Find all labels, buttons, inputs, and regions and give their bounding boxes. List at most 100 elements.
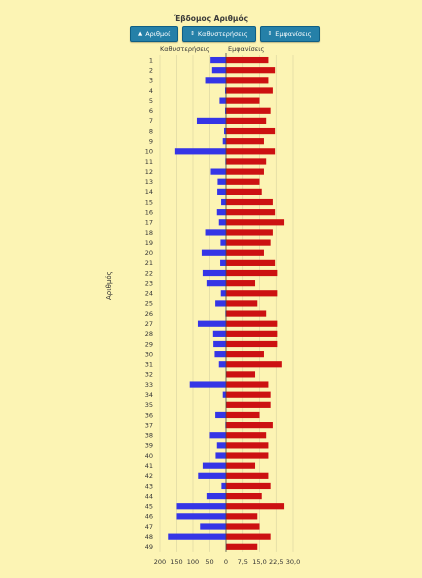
delay-bar <box>221 482 226 490</box>
category-label: 28 <box>145 330 153 338</box>
appearance-bar <box>226 391 271 398</box>
sort-by-delays-button[interactable]: ⇕ Καθυστερήσεις <box>182 26 256 42</box>
appearance-bar <box>226 280 256 287</box>
category-label: 21 <box>145 259 153 267</box>
appearance-bar <box>226 269 278 277</box>
delay-bar <box>214 351 226 358</box>
appearance-bar <box>226 300 258 307</box>
category-label: 7 <box>149 117 153 125</box>
category-label: 43 <box>145 482 153 490</box>
category-label: 40 <box>145 452 153 460</box>
appearance-bar <box>226 401 271 408</box>
delay-bar <box>189 381 226 388</box>
category-label: 11 <box>145 158 153 166</box>
category-label: 9 <box>149 137 153 145</box>
x-tick-label-delays: 150 <box>170 558 182 566</box>
category-label: 3 <box>149 77 153 85</box>
delay-bar <box>213 340 226 348</box>
category-label: 1 <box>149 56 153 64</box>
x-tick-label-delays: 100 <box>187 558 199 566</box>
appearance-bar <box>226 330 278 337</box>
category-label: 38 <box>145 432 153 440</box>
category-label: 29 <box>145 340 153 348</box>
delay-bar <box>200 523 226 530</box>
sort-by-appearances-button[interactable]: ⇕ Εμφανίσεις <box>259 26 320 42</box>
sort-by-number-button[interactable]: ▲ Αριθμοί <box>130 26 179 42</box>
appearances-header: Εμφανίσεις <box>228 45 265 53</box>
delay-bar <box>205 229 226 236</box>
delay-bar <box>221 198 226 206</box>
delay-bar <box>212 330 226 337</box>
appearance-bar <box>226 219 285 226</box>
delay-bar <box>218 361 226 368</box>
x-tick-label-appearances: 15,0 <box>252 558 266 566</box>
sort-by-appearances-label: Εμφανίσεις <box>275 30 312 38</box>
appearance-bar <box>226 188 262 195</box>
delay-bar <box>225 87 226 94</box>
appearance-bar <box>226 411 260 419</box>
delay-bar <box>215 300 226 307</box>
appearance-bar <box>226 462 256 469</box>
appearance-bar <box>226 381 269 388</box>
sort-buttons: ▲ Αριθμοί ⇕ Καθυστερήσεις ⇕ Εμφανίσεις <box>130 26 320 42</box>
category-label: 18 <box>145 229 153 237</box>
appearance-bar <box>226 168 264 175</box>
delay-bar <box>206 492 226 500</box>
delay-bar <box>197 320 226 327</box>
delay-bar <box>174 148 226 155</box>
chart-title: Έβδομος Αριθμός <box>173 14 249 23</box>
category-label: 45 <box>145 503 153 511</box>
category-label: 4 <box>149 87 153 95</box>
sort-by-delays-label: Καθυστερήσεις <box>197 30 248 38</box>
appearance-bar <box>226 533 271 540</box>
appearance-bar <box>226 543 258 550</box>
category-label: 34 <box>145 391 153 399</box>
appearance-bar <box>226 492 262 500</box>
delay-bar <box>216 442 226 449</box>
category-label: 13 <box>145 178 153 186</box>
x-tick-label-delays: 200 <box>154 558 166 566</box>
appearance-bar <box>226 178 260 185</box>
delay-bar <box>222 391 226 398</box>
category-label: 10 <box>145 148 153 156</box>
delay-bar <box>202 462 226 469</box>
appearance-bar <box>226 351 264 358</box>
delay-bar <box>176 503 226 510</box>
category-label: 14 <box>145 188 153 196</box>
delay-bar <box>209 432 226 439</box>
appearance-bar <box>226 482 271 490</box>
delay-bar <box>211 67 226 74</box>
delay-bar <box>206 280 226 287</box>
x-tick-label-appearances: 7,5 <box>238 558 248 566</box>
category-label: 12 <box>145 168 153 176</box>
category-label: 24 <box>145 290 153 298</box>
category-label: 39 <box>145 442 153 450</box>
appearance-bar <box>226 148 276 155</box>
delay-bar <box>176 513 226 520</box>
category-label: 8 <box>149 127 153 135</box>
appearance-bar <box>226 117 267 125</box>
delay-bar <box>205 77 226 84</box>
delay-bar <box>222 138 226 145</box>
appearance-bar <box>226 239 271 246</box>
appearance-bar <box>226 503 285 510</box>
appearance-bar <box>226 310 267 317</box>
delay-bar <box>217 188 226 195</box>
delay-bar <box>201 249 226 256</box>
delay-bar <box>220 290 226 297</box>
appearance-bar <box>226 452 269 459</box>
appearance-bar <box>226 320 278 327</box>
appearance-bar <box>226 249 264 256</box>
appearance-bar <box>226 198 273 206</box>
delays-header: Καθυστερήσεις <box>160 45 210 53</box>
appearance-bar <box>226 229 273 236</box>
appearance-bar <box>226 442 269 449</box>
delay-bar <box>198 472 226 479</box>
appearance-bar <box>226 340 278 348</box>
appearance-bar <box>226 138 264 145</box>
category-label: 32 <box>145 371 153 379</box>
category-label: 16 <box>145 208 153 216</box>
category-label: 22 <box>145 269 153 277</box>
sort-by-number-label: Αριθμοί <box>145 30 171 38</box>
